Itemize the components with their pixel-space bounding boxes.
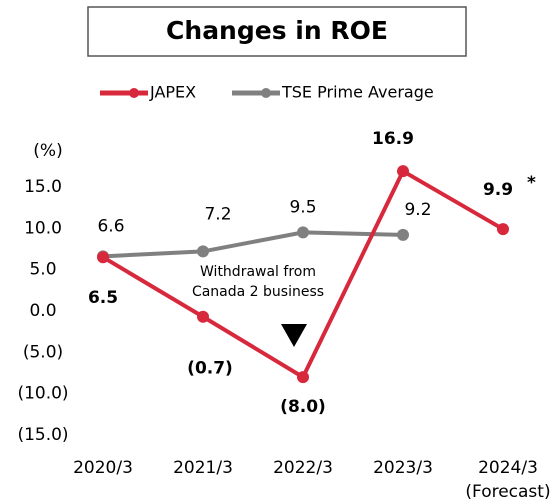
y-tick-label: (15.0) xyxy=(17,425,68,445)
data-label: (8.0) xyxy=(280,397,326,417)
series-line xyxy=(102,230,404,259)
data-label: 6.5 xyxy=(88,288,118,308)
data-label: 6.6 xyxy=(97,216,124,236)
data-label: 9.5 xyxy=(289,197,316,217)
title-box xyxy=(87,6,467,57)
y-tick-label: (10.0) xyxy=(17,384,68,404)
x-tick-label: 2024/3 xyxy=(478,458,538,478)
point xyxy=(497,223,509,236)
legend-marker xyxy=(129,88,139,98)
x-tick-label: 2022/3 xyxy=(273,458,333,478)
annotation: Canada 2 business xyxy=(192,284,324,300)
point xyxy=(297,371,309,384)
annotation: Withdrawal from xyxy=(200,264,316,280)
x-tick-label: 2020/3 xyxy=(73,458,133,478)
y-tick-label: (5.0) xyxy=(23,342,63,362)
y-tick-label: 5.0 xyxy=(29,260,56,280)
y-unit: (%) xyxy=(33,141,62,161)
point xyxy=(397,228,409,241)
legend-marker xyxy=(261,88,271,98)
forecast-mark: * xyxy=(527,173,536,193)
y-tick-label: 10.0 xyxy=(24,218,62,238)
point xyxy=(197,245,209,258)
y-tick-label: 0.0 xyxy=(29,301,56,321)
chart-title: Changes in ROE xyxy=(166,16,388,45)
marker-triangle xyxy=(281,324,307,347)
point xyxy=(297,226,309,239)
x-tick-label: 2023/3 xyxy=(373,458,433,478)
y-tick-label: 15.0 xyxy=(24,177,62,197)
point xyxy=(197,310,209,323)
point xyxy=(97,251,109,264)
data-label: 16.9 xyxy=(372,129,414,149)
legend-label: TSE Prime Average xyxy=(281,83,434,102)
legend-label: JAPEX xyxy=(149,83,196,102)
data-label: 7.2 xyxy=(204,204,231,224)
x-tick-label: 2021/3 xyxy=(173,458,233,478)
x-annotation: (Forecast) xyxy=(465,482,550,502)
data-label: 9.2 xyxy=(404,200,431,220)
data-label: (0.7) xyxy=(187,359,233,379)
point xyxy=(397,165,409,178)
data-label: 9.9 xyxy=(483,180,513,200)
